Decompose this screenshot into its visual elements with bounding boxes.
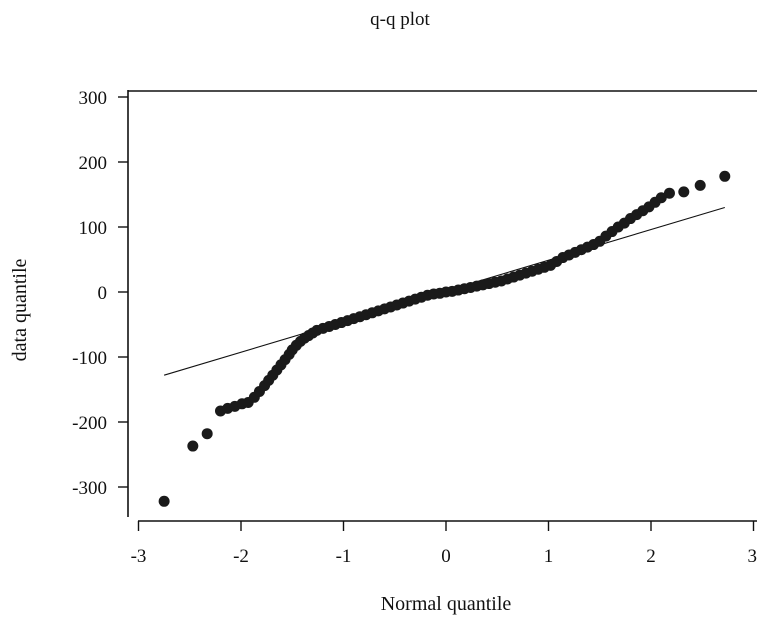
data-point [187,440,199,452]
x-tick-label: -1 [336,546,352,567]
data-point [158,495,170,507]
x-tick-label: 1 [544,546,554,567]
data-point [719,170,731,182]
data-point [663,187,675,199]
chart-title: q-q plot [370,9,430,30]
x-tick-label: 0 [441,546,451,567]
y-tick-label: -100 [72,348,107,369]
y-tick-label: 200 [79,153,108,174]
x-axis-ticks: -3 -2 -1 0 1 2 3 [131,521,757,567]
data-point [678,186,690,198]
y-tick-label: -200 [72,413,107,434]
data-point [201,428,213,440]
y-tick-label: -300 [72,478,107,499]
x-tick-label: 3 [748,546,757,567]
y-axis-label: data quantile [9,259,31,362]
x-tick-label: -2 [233,546,249,567]
x-tick-label: -3 [131,546,147,567]
data-point [655,192,667,204]
data-point [694,179,706,191]
y-tick-label: 100 [79,218,108,239]
x-axis-label: Normal quantile [381,593,512,615]
y-tick-label: 0 [98,283,108,304]
y-tick-label: 300 [79,88,108,109]
x-tick-label: 2 [646,546,656,567]
y-axis-ticks: -300 -200 -100 0 100 200 300 [72,88,128,499]
data-points [158,170,731,507]
